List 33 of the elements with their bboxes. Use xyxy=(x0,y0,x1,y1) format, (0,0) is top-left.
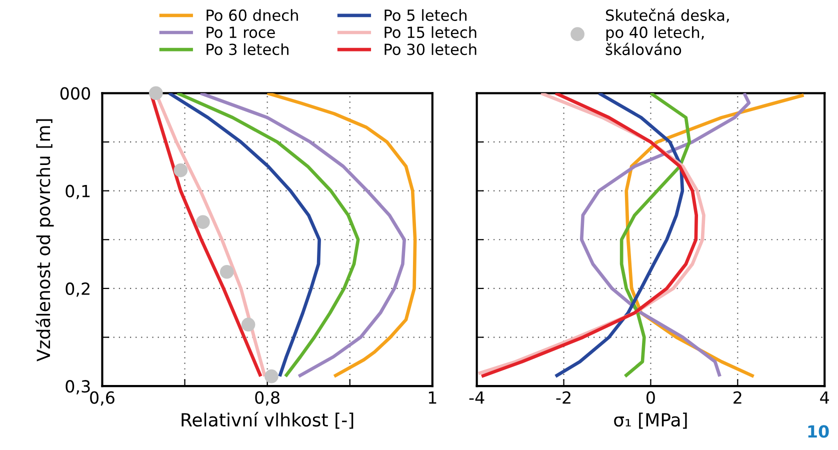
point xyxy=(220,264,234,279)
line-series xyxy=(167,93,321,378)
x-tick-label: 1 xyxy=(428,391,436,404)
y-tick-label: 0,2 xyxy=(66,282,90,297)
line-series xyxy=(198,93,406,378)
x-tick-label: 2 xyxy=(734,391,742,404)
y-tick-label: 0,3 xyxy=(66,380,90,394)
point xyxy=(264,369,278,384)
line-series xyxy=(176,93,360,378)
legend-label: Po 15 letech xyxy=(384,26,476,38)
x-axis-title: σ₁ [MPa] xyxy=(614,412,687,429)
legend-label: Po 60 dnech xyxy=(206,9,298,21)
legend-label: Po 5 letech xyxy=(384,9,467,21)
x-tick-label: -2 xyxy=(556,391,570,404)
point xyxy=(241,318,256,332)
line-series xyxy=(266,93,417,378)
x-tick-label: 0,6 xyxy=(90,391,114,406)
x-tick-label: 0 xyxy=(646,391,655,404)
legend-label: Po 1 roce xyxy=(206,26,275,38)
legend-label: Po 30 letech xyxy=(384,43,476,56)
point xyxy=(174,163,188,178)
x-axis-title: Relativní vlhkost [-] xyxy=(182,412,354,429)
legend-label: Skutečná deska, po 40 letech, škálováno xyxy=(606,8,729,56)
y-axis-title: Vzdálenost od povrchu [m] xyxy=(36,119,54,362)
x-tick-label: 4 xyxy=(820,391,829,404)
point xyxy=(196,215,210,229)
text: 10 xyxy=(808,425,829,438)
y-tick-label: 000 xyxy=(60,87,90,100)
y-tick-label: 0,1 xyxy=(66,184,90,200)
x-tick-label: -4 xyxy=(469,391,484,404)
x-tick-label: 0,8 xyxy=(255,391,280,406)
point xyxy=(148,86,163,100)
legend-label: Po 3 letech xyxy=(206,43,288,56)
